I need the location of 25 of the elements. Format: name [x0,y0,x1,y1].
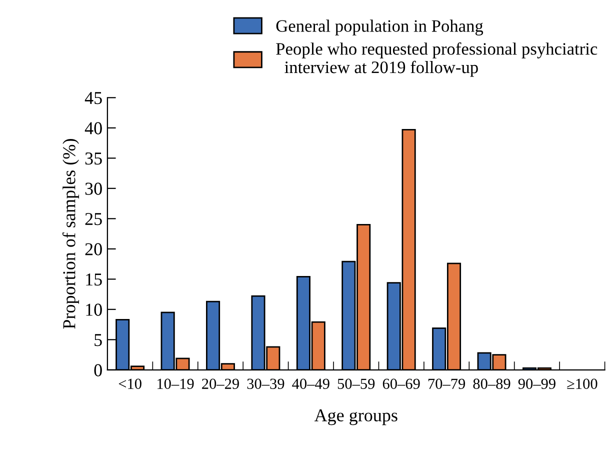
y-tick-label: 25 [85,212,102,226]
y-tick-label: 20 [85,243,102,256]
x-tick-label: 80–89 [473,378,510,389]
x-tick-label: <10 [118,378,142,389]
y-axis-title: Proportion of samples (%) [62,139,79,329]
x-tick-label: 40–49 [292,378,330,389]
y-tick-label: 35 [85,152,102,165]
y-tick-label: 30 [85,182,102,195]
x-tick-label: 50–59 [338,378,375,389]
x-axis-title: Age groups [314,409,398,426]
y-tick-label: 5 [94,334,102,346]
y-tick-label: 10 [86,304,102,316]
x-tick-label: 30–39 [247,378,284,389]
y-tick-label: 0 [94,364,102,376]
x-tick-label: 10–19 [158,378,194,389]
x-tick-label: 60–69 [382,378,420,389]
legend-label: People who requested professional psyhciatric interview at 2019 follow-up [276,42,598,77]
y-tick-label: 40 [84,122,102,134]
x-tick-label: ≥100 [567,378,598,389]
y-tick-label: 45 [84,92,102,104]
legend-label: General population in Pohang [276,20,484,36]
y-tick-label: 15 [86,273,102,286]
x-tick-label: 20–29 [202,378,239,389]
x-tick-label: 70–79 [428,378,466,389]
x-tick-label: 90–99 [518,378,556,389]
